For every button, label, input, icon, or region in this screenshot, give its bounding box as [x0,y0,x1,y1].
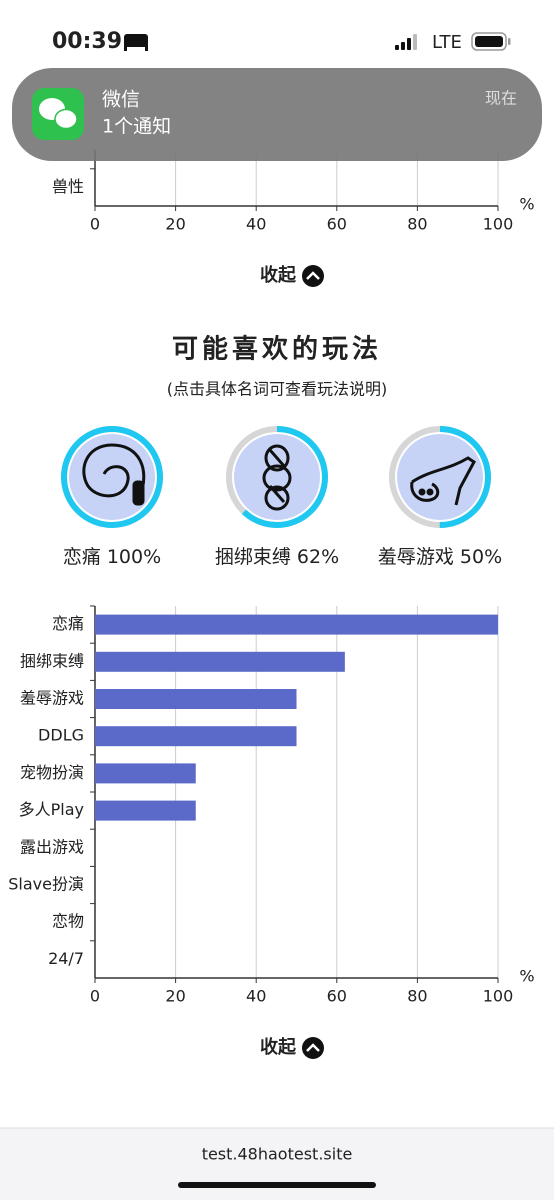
collapse-label: 收起 [260,264,297,286]
x-tick-label: 40 [246,987,266,1006]
x-tick-label: 60 [327,215,347,234]
category-label: 羞辱游戏 [20,689,84,708]
battery-icon [471,32,511,51]
category-label: 多人Play [19,800,84,819]
favorite-name: 捆绑束缚 [215,546,291,568]
heel-icon [410,456,476,506]
x-tick-label: 20 [165,215,185,234]
ring-fill [397,434,483,520]
url-bar [0,1128,554,1200]
network-label: LTE [432,32,462,53]
x-tick-label: 60 [327,987,347,1006]
axis-unit: % [519,195,534,214]
favorite-name: 恋痛 [63,546,101,568]
ring-progress [61,426,163,528]
bar [95,689,297,709]
category-label: 恋物 [52,912,84,931]
whip-icon [82,443,146,506]
section-title: 可能喜欢的玩法 [172,334,382,365]
x-tick-label: 80 [407,215,427,234]
section-subtitle: (点击具体名词可查看玩法说明) [167,380,388,399]
bar [95,800,196,821]
x-tick-label: 0 [90,215,100,234]
x-tick-label: 100 [483,987,514,1006]
notification-app: 微信 [102,89,140,111]
favorite-label: 羞辱游戏 50% [378,546,502,568]
collapse-label: 收起 [260,1036,297,1058]
x-tick-label: 20 [165,987,185,1006]
x-tick-label: 100 [483,215,514,234]
signal-icon [395,34,417,50]
favorite-label: 恋痛 100% [63,546,161,568]
category-label: 24/7 [48,949,84,968]
category-label: 恋痛 [52,614,84,633]
notification-time: 现在 [485,89,517,108]
category-label: 兽性 [52,177,84,196]
sleep-icon [124,34,148,51]
favorite-label: 捆绑束缚 62% [215,546,339,568]
url[interactable]: test.48haotest.site [202,1145,353,1164]
home-indicator [178,1182,376,1188]
category-label: Slave扮演 [8,875,84,894]
x-tick-label: 0 [90,987,100,1006]
favorite-item[interactable]: 羞辱游戏 50% [378,426,502,568]
x-tick-label: 40 [246,215,266,234]
category-label: 宠物扮演 [20,763,84,782]
status-time: 00:39 [52,29,122,54]
bar [95,763,196,784]
charts: 0 20 40 60 80 100%兽性0 20 40 60 80 100%恋痛捆绑束缚羞辱游戏DD… [8,150,535,1006]
ring-fill [69,434,155,520]
category-label: 露出游戏 [20,837,84,856]
favorite-name: 羞辱游戏 [378,546,454,568]
notification[interactable]: 微信 1个通知 现在 [12,68,542,161]
collapse-button[interactable]: 收起 [260,264,324,287]
rope-icon [262,444,292,511]
favorite-item[interactable]: 捆绑束缚 62% [215,426,339,568]
collapse-button[interactable]: 收起 [260,1036,324,1059]
ring-fill [234,434,320,520]
bar [95,651,345,672]
favorite-value: 50% [460,546,502,568]
favorite-item[interactable]: 恋痛 100% [61,426,163,568]
ring-progress [226,426,328,528]
category-label: DDLG [38,726,84,745]
ring-progress [389,426,491,528]
bar [95,726,297,747]
axis-unit: % [519,967,534,986]
x-tick-label: 80 [407,987,427,1006]
notification-message: 1个通知 [102,116,171,138]
favorite-value: 100% [107,546,161,568]
category-label: 捆绑束缚 [20,651,84,670]
bar [95,614,498,635]
favorite-value: 62% [297,546,339,568]
